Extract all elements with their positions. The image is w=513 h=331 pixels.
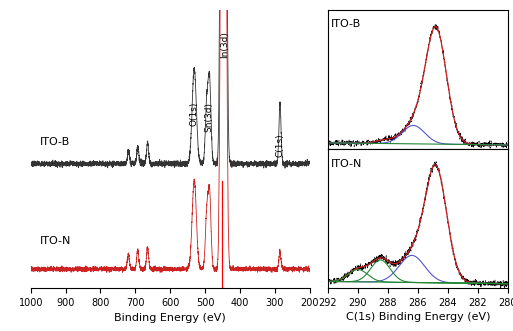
Text: ITO-B: ITO-B (40, 137, 70, 147)
X-axis label: C(1s) Binding Energy (eV): C(1s) Binding Energy (eV) (346, 312, 490, 322)
Text: In(3d): In(3d) (220, 31, 229, 58)
Text: C(1s): C(1s) (275, 134, 285, 157)
Text: ITO-N: ITO-N (331, 159, 362, 169)
Text: ITO-N: ITO-N (40, 236, 71, 246)
Text: ITO-B: ITO-B (331, 19, 361, 29)
Text: O(1s): O(1s) (190, 101, 199, 126)
Text: Sn(3d): Sn(3d) (204, 102, 213, 132)
X-axis label: Binding Energy (eV): Binding Energy (eV) (114, 313, 226, 323)
